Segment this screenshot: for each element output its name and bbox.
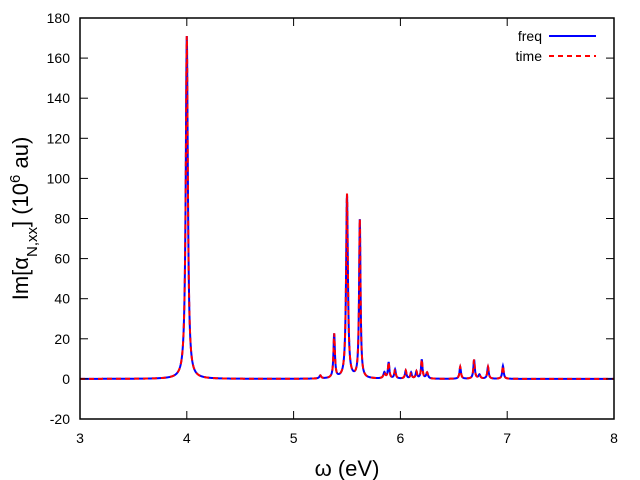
y-tick-labels: -20 0 20 40 60 80 100 120 140 160 180 <box>47 10 71 427</box>
y-axis-title-superscript: 6 <box>7 175 24 183</box>
plot-area <box>79 17 615 420</box>
legend-label-freq: freq <box>518 28 542 44</box>
y-tick-label: 180 <box>47 10 71 26</box>
y-axis-title-prefix: Im[α <box>8 257 33 301</box>
y-tick-label: 0 <box>62 371 70 387</box>
y-axis-title-subscript: N,xx <box>24 227 41 258</box>
legend-label-time: time <box>516 48 543 64</box>
y-tick-label: 160 <box>47 50 71 66</box>
x-tick-label: 6 <box>397 430 405 446</box>
y-axis-title-middle: ] (10 <box>8 183 33 227</box>
ticks-layer <box>79 17 615 420</box>
y-tick-label: 140 <box>47 90 71 106</box>
legend: freq time <box>516 28 596 64</box>
x-tick-label: 7 <box>503 430 511 446</box>
x-tick-label: 5 <box>290 430 298 446</box>
y-tick-label: 40 <box>54 291 70 307</box>
x-tick-label: 8 <box>610 430 618 446</box>
x-tick-label: 4 <box>183 430 191 446</box>
series-line-time <box>80 36 614 380</box>
y-tick-label: 60 <box>54 251 70 267</box>
series-layer <box>80 36 614 380</box>
x-tick-label: 3 <box>76 430 84 446</box>
y-tick-label: 120 <box>47 130 71 146</box>
y-tick-label: 80 <box>54 211 70 227</box>
y-tick-label: -20 <box>50 411 70 427</box>
x-tick-labels: 3 4 5 6 7 8 <box>76 430 618 446</box>
y-axis-title-suffix: au) <box>8 137 33 175</box>
y-axis-title: Im[αN,xx] (106 au) <box>7 137 41 301</box>
x-axis-title: ω (eV) <box>315 456 380 480</box>
y-tick-label: 100 <box>47 170 71 186</box>
y-tick-label: 20 <box>54 331 70 347</box>
